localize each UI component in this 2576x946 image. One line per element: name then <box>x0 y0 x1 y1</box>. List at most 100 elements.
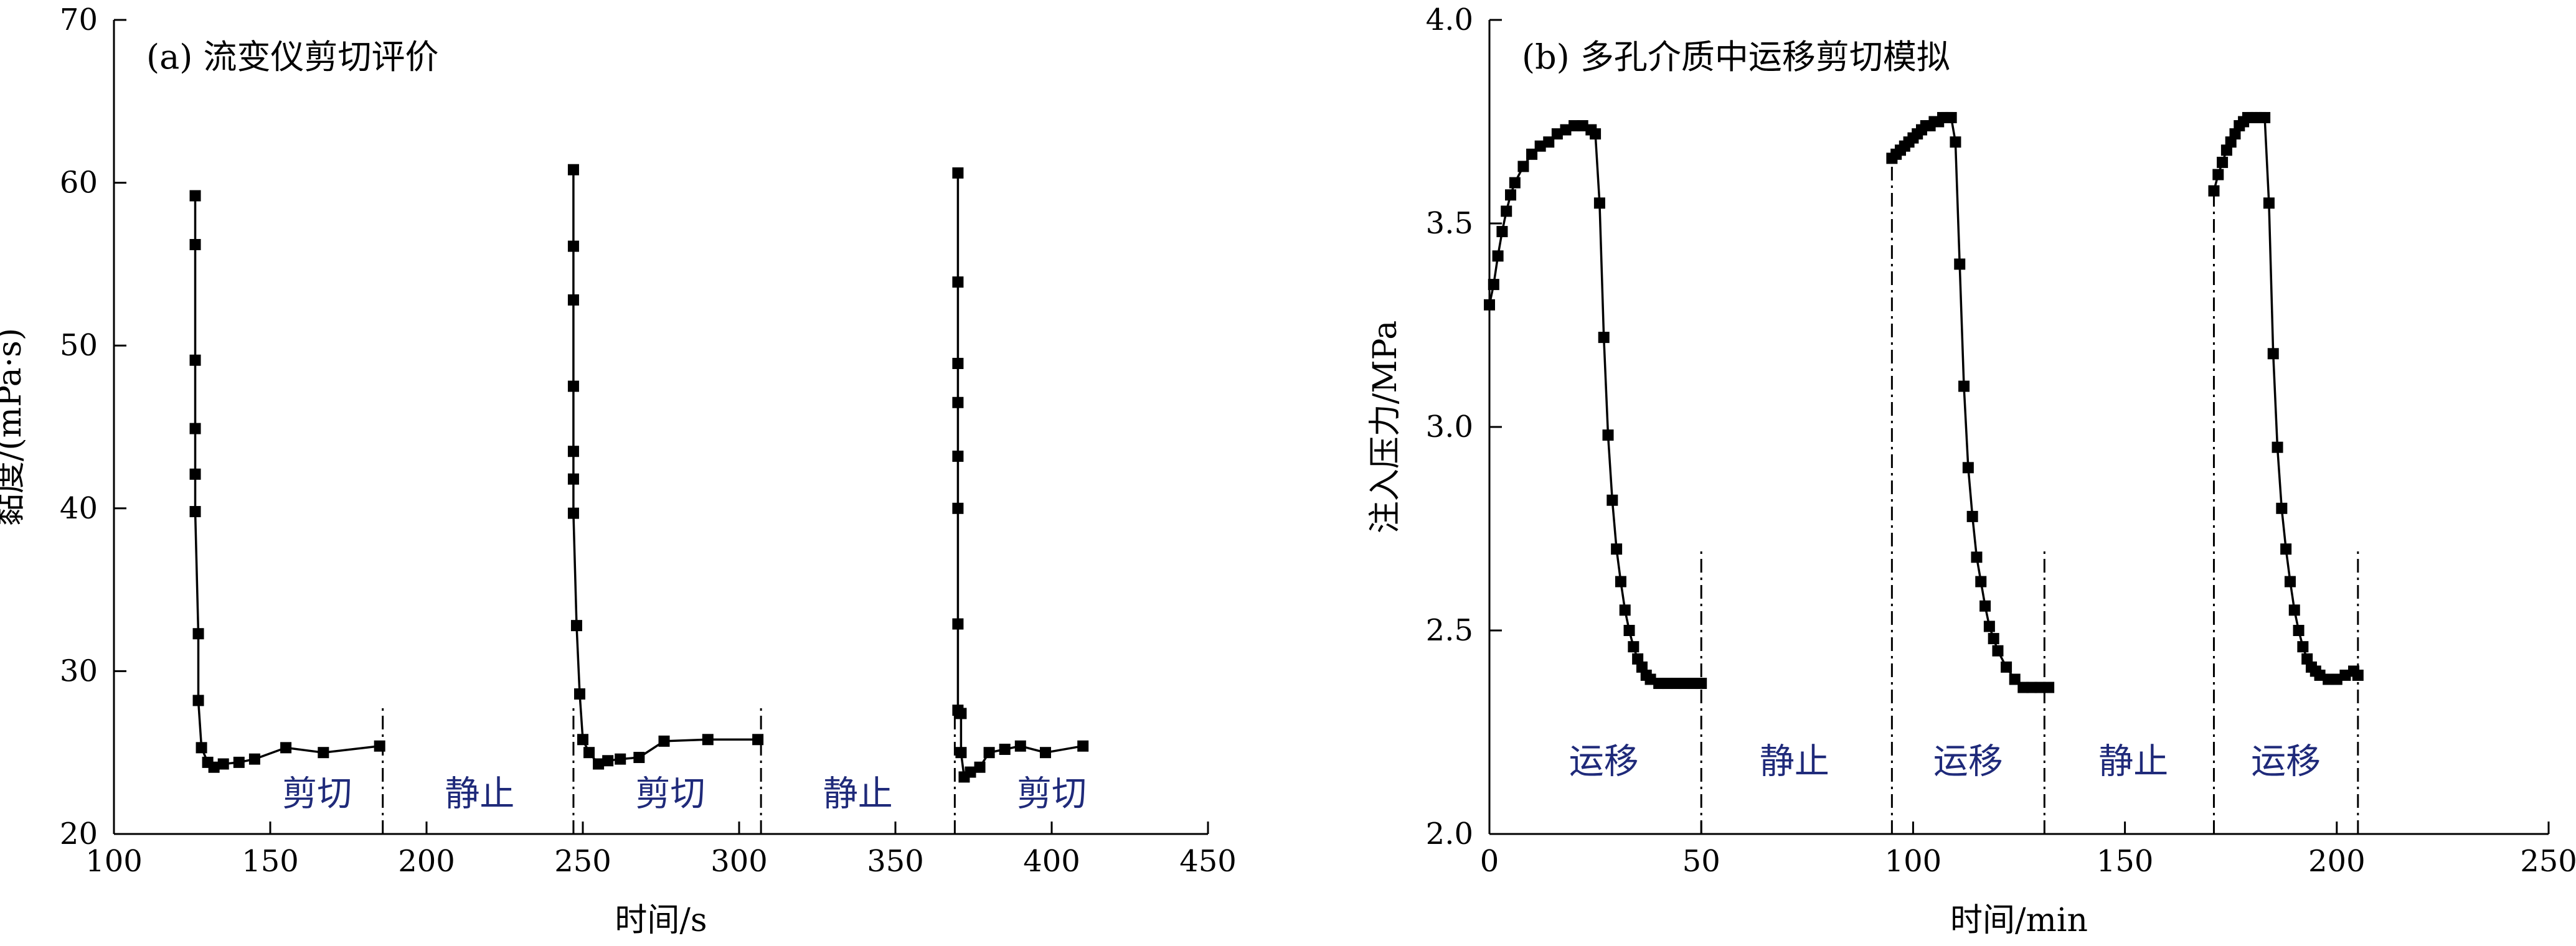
series-line <box>1488 124 1702 685</box>
data-point-marker <box>1628 641 1639 653</box>
data-point-marker <box>1971 551 1983 563</box>
phase-label: 剪切 <box>282 774 352 815</box>
x-tick-label: 250 <box>554 844 611 879</box>
data-point-marker <box>2276 502 2288 514</box>
y-tick-label: 30 <box>60 653 98 688</box>
data-point-marker <box>1517 161 1529 172</box>
data-point-marker <box>955 747 967 759</box>
data-point-marker <box>965 766 976 778</box>
y-tick-label: 50 <box>60 328 98 363</box>
data-point-marker <box>374 740 385 752</box>
data-point-marker <box>1598 332 1610 344</box>
data-point-marker <box>217 758 229 770</box>
data-point-marker <box>189 423 201 434</box>
data-point-marker <box>192 628 204 640</box>
data-point-marker <box>2001 661 2012 673</box>
data-point-marker <box>583 747 595 759</box>
data-point-marker <box>208 761 220 773</box>
data-point-marker <box>567 507 579 519</box>
y-tick-label: 70 <box>60 2 98 37</box>
data-point-marker <box>2259 111 2271 123</box>
y-tick-label: 2.0 <box>1426 817 1473 851</box>
phase-label: 运移 <box>2251 741 2321 782</box>
series-line <box>194 195 380 769</box>
data-point-marker <box>2043 681 2055 693</box>
data-point-marker <box>2212 169 2224 180</box>
data-point-marker <box>2284 576 2296 588</box>
y-tick-label: 2.5 <box>1426 613 1473 648</box>
phase-label: 静止 <box>823 774 893 815</box>
data-point-marker <box>1560 124 1572 136</box>
data-point-marker <box>1988 633 1999 645</box>
x-tick-label: 150 <box>2097 844 2154 879</box>
data-point-marker <box>999 743 1011 755</box>
y-tick-label: 3.5 <box>1426 206 1473 241</box>
data-point-marker <box>1954 258 1966 270</box>
data-point-marker <box>2217 156 2229 168</box>
data-point-marker <box>567 446 579 457</box>
data-point-marker <box>2352 669 2364 681</box>
x-tick-label: 150 <box>242 844 299 879</box>
panel-a-y-axis-title: 黏度/(mPa·s) <box>0 328 29 526</box>
data-point-marker <box>567 380 579 392</box>
panel-b-x-axis-title: 时间/min <box>1950 902 2088 939</box>
x-tick-label: 400 <box>1023 844 1080 879</box>
data-point-marker <box>1966 510 1978 522</box>
data-point-marker <box>1975 576 1987 588</box>
panel-b-y-axis-title: 注入压力/MPa <box>1367 321 1404 533</box>
x-tick-label: 300 <box>710 844 768 879</box>
x-tick-label: 250 <box>2520 844 2576 879</box>
y-tick-label: 60 <box>60 166 98 200</box>
data-point-marker <box>1979 600 1991 612</box>
x-tick-label: 100 <box>85 844 143 879</box>
series-line <box>572 169 758 766</box>
data-point-marker <box>1623 625 1635 636</box>
phase-label: 剪切 <box>636 774 705 815</box>
data-point-marker <box>1653 678 1665 690</box>
data-point-marker <box>2314 669 2326 681</box>
data-point-marker <box>983 747 995 759</box>
data-point-marker <box>248 753 260 765</box>
phase-label: 运移 <box>1933 741 2003 782</box>
phase-label: 静止 <box>2098 741 2168 782</box>
data-point-marker <box>633 752 645 764</box>
data-point-marker <box>1484 299 1495 311</box>
data-point-marker <box>1992 645 2004 657</box>
data-point-marker <box>567 294 579 306</box>
data-point-marker <box>2208 185 2220 197</box>
series-line <box>1891 116 2049 689</box>
data-point-marker <box>952 502 964 514</box>
data-point-marker <box>189 468 201 480</box>
data-point-marker <box>1505 189 1517 201</box>
data-point-marker <box>2017 681 2029 693</box>
data-point-marker <box>1543 136 1555 148</box>
data-point-marker <box>1551 128 1563 140</box>
phase-label: 剪切 <box>1017 774 1087 815</box>
data-point-marker <box>2288 604 2300 616</box>
data-point-marker <box>1602 429 1614 441</box>
data-point-marker <box>1950 136 1961 148</box>
data-point-marker <box>567 240 579 252</box>
data-point-marker <box>1678 678 1690 690</box>
data-point-marker <box>1526 148 1538 160</box>
panel-a-x-axis-title: 时间/s <box>615 902 707 939</box>
data-point-marker <box>702 734 714 746</box>
data-point-marker <box>2297 641 2309 653</box>
data-point-marker <box>1945 111 1957 123</box>
data-point-marker <box>577 734 588 746</box>
x-tick-label: 50 <box>1682 844 1720 879</box>
data-point-marker <box>952 396 964 408</box>
data-point-marker <box>1077 740 1089 752</box>
x-tick-label: 200 <box>398 844 455 879</box>
data-point-marker <box>952 357 964 369</box>
data-point-marker <box>1644 673 1656 685</box>
data-point-marker <box>1039 747 1051 759</box>
data-point-marker <box>1014 740 1026 752</box>
data-point-marker <box>318 747 329 759</box>
data-point-marker <box>573 688 585 700</box>
data-point-marker <box>567 473 579 485</box>
data-point-marker <box>1501 205 1512 217</box>
data-point-marker <box>1488 279 1499 291</box>
